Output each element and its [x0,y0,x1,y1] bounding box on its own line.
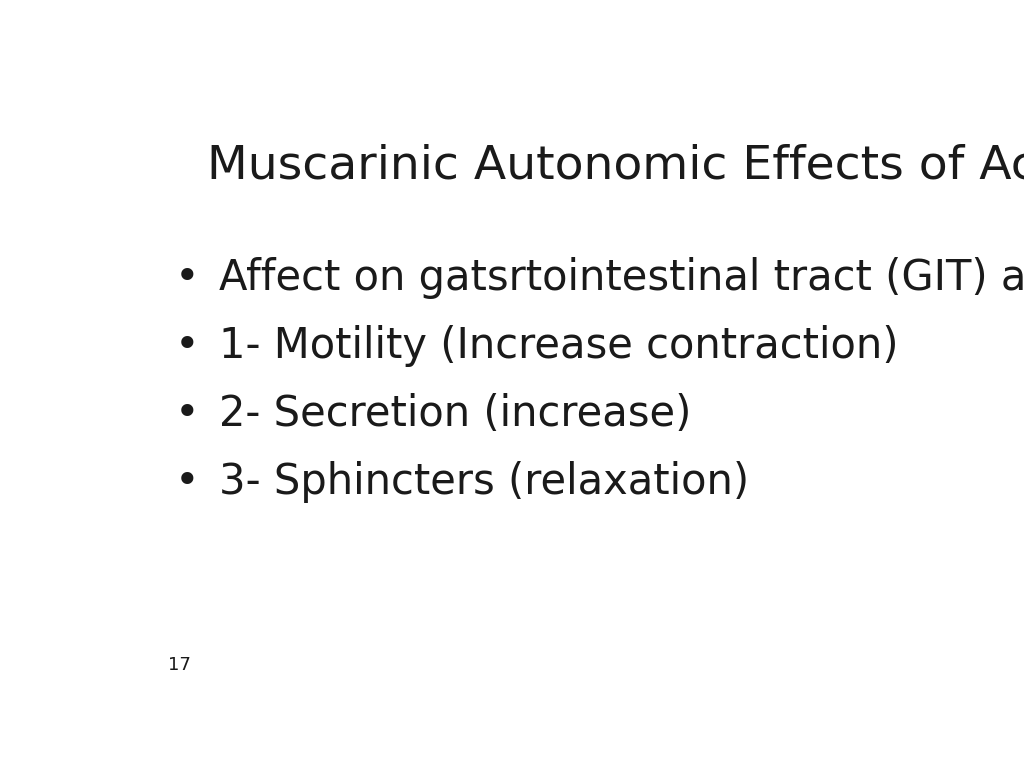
Text: •: • [175,326,200,367]
Text: 3- Sphincters (relaxation): 3- Sphincters (relaxation) [219,462,750,504]
Text: •: • [175,257,200,300]
Text: •: • [175,462,200,504]
Text: 2- Secretion (increase): 2- Secretion (increase) [219,393,691,435]
Text: 17: 17 [168,656,191,674]
Text: Muscarinic Autonomic Effects of Ach: Muscarinic Autonomic Effects of Ach [207,144,1024,189]
Text: Affect on gatsrtointestinal tract (GIT) as follow: Affect on gatsrtointestinal tract (GIT) … [219,257,1024,300]
Text: 1- Motility (Increase contraction): 1- Motility (Increase contraction) [219,326,899,367]
Text: •: • [175,393,200,435]
